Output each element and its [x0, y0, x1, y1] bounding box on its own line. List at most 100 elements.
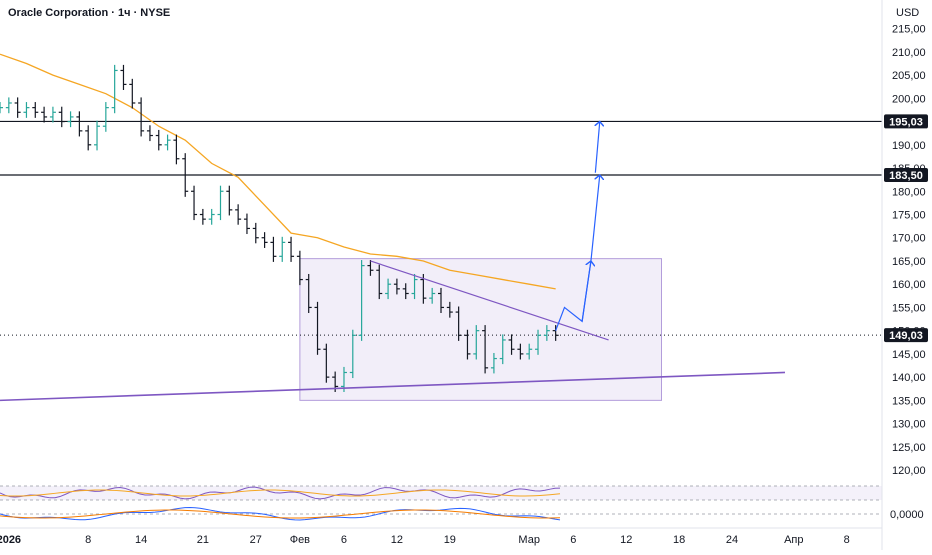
price-tag-bg [884, 168, 928, 183]
y-tick-label: 120,00 [892, 465, 926, 477]
price-bar [552, 325, 559, 341]
price-bar [349, 329, 356, 379]
y-tick-label: 155,00 [892, 302, 926, 314]
y-tick-label: 140,00 [892, 372, 926, 384]
x-tick-label: 6 [341, 534, 347, 546]
price-bar [517, 343, 524, 360]
price-bar [526, 343, 533, 360]
price-bar [270, 236, 277, 262]
x-tick-label: Мар [518, 534, 540, 546]
price-bar [5, 97, 12, 114]
x-tick-label: 24 [726, 534, 738, 546]
x-tick-label: 12 [620, 534, 632, 546]
price-bar [235, 204, 242, 225]
price-bar [23, 102, 30, 118]
y-tick-label: 205,00 [892, 70, 926, 82]
y-tick-label: 215,00 [892, 24, 926, 36]
x-tick-label: 27 [250, 534, 262, 546]
price-bar [49, 106, 56, 123]
trendline-0 [0, 371, 786, 402]
x-tick-label: 18 [673, 534, 685, 546]
price-tag-label: 149,03 [889, 330, 923, 342]
macd-signal [0, 509, 561, 519]
price-bar [376, 264, 383, 300]
y-tick-label: 190,00 [892, 140, 926, 152]
price-bar [393, 278, 400, 295]
price-bar [358, 260, 365, 341]
price-bar [138, 97, 145, 137]
price-bar [499, 334, 506, 365]
price-bar [288, 236, 295, 262]
price-bar [464, 329, 471, 360]
x-tick-label: 12 [391, 534, 403, 546]
price-bar [67, 111, 74, 128]
price-bar [279, 236, 286, 262]
ma-line [0, 53, 556, 290]
price-bar [129, 78, 136, 109]
x-tick-label: 19 [444, 534, 456, 546]
price-bar [438, 287, 444, 314]
price-bar [164, 134, 171, 151]
price-bar [482, 325, 489, 374]
price-bar [182, 153, 189, 197]
projection-arrow-0 [590, 175, 600, 262]
x-tick-label: 21 [197, 534, 209, 546]
price-bar [191, 185, 198, 221]
price-bar [252, 222, 259, 244]
chart-title: Oracle Corporation · 1ч · NYSE [8, 7, 170, 19]
price-bar [32, 102, 39, 118]
price-bar [305, 273, 312, 314]
y-tick-label: 210,00 [892, 47, 926, 59]
price-bar [543, 325, 550, 341]
price-bar [243, 213, 250, 235]
price-bar [508, 334, 515, 355]
price-bar [94, 120, 101, 151]
price-tag-label: 195,03 [889, 116, 923, 128]
y-tick-label: 170,00 [892, 233, 926, 245]
y-tick-label: 165,00 [892, 256, 926, 268]
x-tick-label: 2026 [0, 534, 21, 546]
price-tag: 195,03 [884, 114, 928, 129]
consolidation-zone [299, 258, 662, 401]
price-bar [490, 352, 497, 374]
projection-arrow-base [581, 261, 591, 322]
y-tick-label: 125,00 [892, 442, 926, 454]
x-tick-label: Апр [784, 534, 803, 546]
x-tick-label: Фев [290, 534, 310, 546]
oscillator-zero-label: 0,0000 [890, 509, 924, 521]
price-bar [85, 125, 92, 151]
price-bar [314, 301, 321, 355]
y-tick-label: 145,00 [892, 349, 926, 361]
x-tick-label: 6 [570, 534, 576, 546]
price-tag: 149,03 [884, 328, 928, 343]
price-bar [14, 97, 21, 118]
y-tick-label: 180,00 [892, 186, 926, 198]
price-bar [323, 343, 330, 383]
price-bar [0, 102, 3, 114]
price-bar [146, 125, 153, 142]
price-bar [226, 185, 233, 216]
trendline-1 [370, 260, 609, 341]
price-bar [367, 260, 374, 276]
rsi-line [0, 486, 561, 500]
price-bar [58, 106, 65, 128]
y-tick-label: 175,00 [892, 210, 926, 222]
x-tick-label: 8 [844, 534, 850, 546]
price-bar [41, 106, 48, 123]
price-bar [199, 208, 206, 225]
y-tick-label: 135,00 [892, 395, 926, 407]
price-bar [402, 283, 409, 300]
price-bar [429, 287, 436, 304]
y-tick-label: 200,00 [892, 93, 926, 105]
price-bar [455, 306, 462, 341]
price-bar [261, 232, 268, 248]
price-bar [217, 185, 224, 221]
price-bar [208, 208, 215, 225]
price-bar [385, 278, 392, 300]
price-bar [473, 325, 480, 360]
price-bar [535, 329, 542, 355]
x-tick-label: 14 [135, 534, 147, 546]
price-bar [111, 64, 118, 114]
